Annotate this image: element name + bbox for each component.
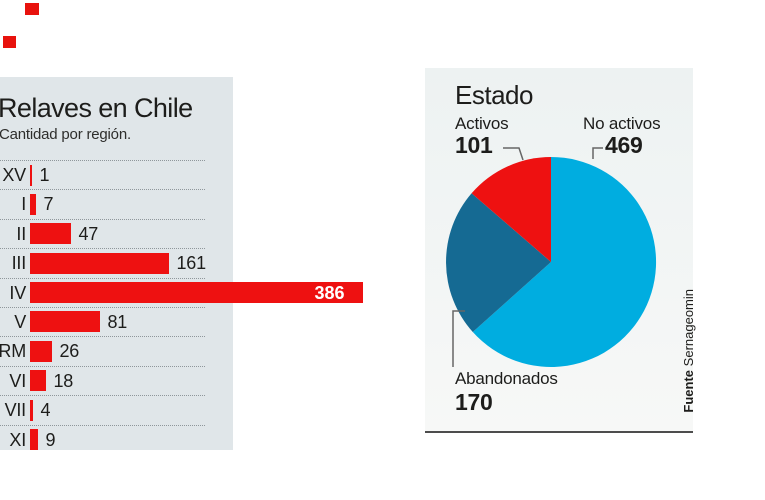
- bar-category-label: RM: [0, 341, 26, 362]
- bar-category-label: I: [21, 194, 26, 215]
- red-square-marker: [25, 3, 39, 15]
- source-name: Sernageomin: [681, 289, 696, 367]
- pie-slice-abandonados: [446, 193, 551, 332]
- pie-chart: [446, 147, 657, 367]
- bar: [29, 370, 46, 392]
- pie-slice-no-activos: [472, 156, 657, 367]
- leader-abandonados: [452, 310, 465, 367]
- bar: [29, 429, 38, 451]
- bar-row: V 81: [0, 306, 205, 336]
- callout-abandonados-value: 170: [455, 389, 493, 415]
- bar-chart-subtitle: Cantidad por región.: [0, 126, 131, 143]
- bar-value-label: 81: [107, 311, 128, 332]
- bar-value-label: 7: [43, 194, 54, 215]
- source-credit: Fuente Sernageomin: [681, 289, 696, 413]
- bar-category-label: II: [16, 223, 26, 244]
- bar: [29, 223, 71, 245]
- pie-chart-panel: Estado Activos 101 No activos 469 Abando…: [425, 68, 696, 433]
- bar-row: XV 1: [0, 160, 205, 189]
- bar-category-label: XV: [2, 165, 26, 185]
- bar-category-label: III: [11, 253, 27, 274]
- bar-value-label: 26: [59, 341, 80, 362]
- source-prefix: Fuente: [681, 370, 696, 413]
- bar-value-label: 18: [53, 370, 74, 391]
- bar-chart-title: Relaves en Chile: [0, 93, 193, 123]
- bar: [29, 399, 33, 421]
- bar: [29, 282, 363, 304]
- bar-value-label: 161: [176, 253, 207, 274]
- bar-value-label: 1: [39, 165, 50, 185]
- bar: [29, 193, 36, 215]
- pie-chart-title: Estado: [455, 80, 533, 110]
- bar-category-label: VII: [4, 400, 27, 421]
- bar: [29, 340, 52, 362]
- bar-category-label: V: [14, 311, 26, 332]
- bar-value-label: 4: [40, 400, 51, 421]
- bar: [29, 252, 169, 274]
- callout-no-activos-label: No activos: [583, 114, 661, 133]
- bar-chart-rows: XV 1 I 7 II 47 III 161 IV 386 V 81 RM 26 VI 18 VII 4 XI 9: [0, 160, 363, 454]
- bar-value-label: 386: [314, 282, 345, 303]
- red-square-marker: [3, 36, 16, 48]
- bar-value-label: 9: [45, 429, 56, 450]
- bar-row: II 47: [0, 218, 205, 248]
- bar-row: VII 4: [0, 395, 205, 424]
- bar-row: XI 9: [0, 424, 205, 454]
- callout-activos-label: Activos: [455, 114, 509, 133]
- callout-activos-value: 101: [455, 132, 493, 158]
- callout-abandonados-label: Abandonados: [455, 369, 558, 388]
- callout-no-activos-value: 469: [605, 132, 643, 158]
- bar-category-label: VI: [9, 370, 26, 391]
- bar-row: VI 18: [0, 365, 205, 395]
- leader-no-activos: [592, 147, 603, 159]
- bar-chart-panel: Relaves en Chile Cantidad por región. XV…: [0, 77, 363, 451]
- bar: [29, 311, 100, 333]
- pie-slice-activos: [471, 157, 551, 262]
- bar-category-label: IV: [9, 282, 26, 303]
- bar-category-label: XI: [9, 429, 26, 450]
- bar-row: III 161: [0, 248, 207, 277]
- bar-row: IV 386: [0, 277, 363, 307]
- bar-value-label: 47: [78, 223, 99, 244]
- bar: [29, 164, 32, 186]
- bar-row: RM 26: [0, 336, 205, 365]
- leader-activos: [503, 147, 524, 161]
